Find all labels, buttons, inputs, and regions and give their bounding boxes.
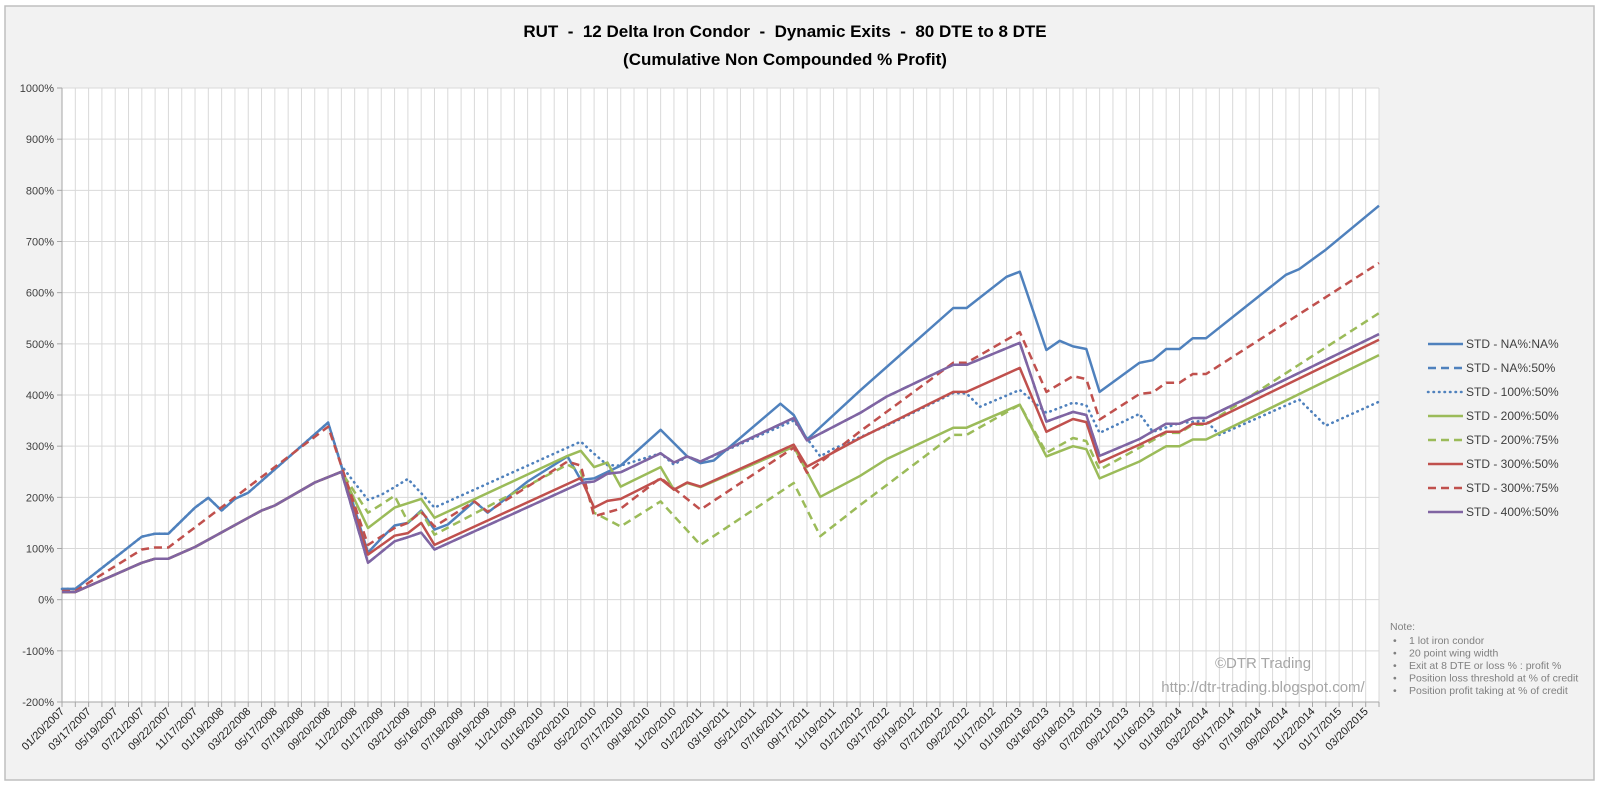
- legend-label: STD - NA%:50%: [1466, 361, 1556, 375]
- y-tick-label: -200%: [22, 697, 54, 709]
- y-tick-label: -100%: [22, 646, 54, 658]
- note-list: • 1 lot iron condor • 20 point wing width • E…: [1393, 635, 1578, 697]
- note-item: 20 point wing width: [1409, 648, 1498, 660]
- y-tick-label: 400%: [26, 390, 54, 402]
- legend-label: STD - 400%:50%: [1466, 505, 1559, 519]
- y-tick-label: 900%: [26, 134, 54, 146]
- y-tick-label: 700%: [26, 237, 54, 249]
- legend-label: STD - 200%:50%: [1466, 409, 1559, 423]
- legend-label: STD - 200%:75%: [1466, 433, 1559, 447]
- legend-item: STD - NA%:NA%: [1428, 337, 1559, 351]
- legend-item: STD - NA%:50%: [1428, 361, 1556, 375]
- y-tick-label: 100%: [26, 544, 54, 556]
- y-tick-label: 500%: [26, 339, 54, 351]
- series-group: [60, 204, 1381, 594]
- y-tick-label: 800%: [26, 185, 54, 197]
- y-tick-label: 0%: [38, 595, 54, 607]
- series-line-5: [62, 312, 1380, 594]
- legend-label: STD - 100%:50%: [1466, 385, 1559, 399]
- legend-item: STD - 200%:50%: [1428, 409, 1559, 423]
- bullet-icon: •: [1393, 648, 1397, 660]
- y-tick-label: 600%: [26, 288, 54, 300]
- legend-label: STD - 300%:75%: [1466, 481, 1559, 495]
- note-item: Exit at 8 DTE or loss % : profit %: [1409, 660, 1561, 672]
- legend: STD - NA%:NA% STD - NA%:50% STD - 100%:50%…: [1426, 337, 1559, 519]
- bullet-icon: •: [1393, 660, 1397, 672]
- bullet-icon: •: [1393, 673, 1397, 685]
- note-item: Position profit taking at % of credit: [1409, 685, 1568, 697]
- legend-label: STD - 300%:50%: [1466, 457, 1559, 471]
- legend-item: STD - 300%:75%: [1428, 481, 1559, 495]
- y-tick-label: 300%: [26, 441, 54, 453]
- note-box: Note: • 1 lot iron condor • 20 point wing w…: [1390, 621, 1578, 697]
- chart-title-line-2: (Cumulative Non Compounded % Profit): [623, 50, 947, 69]
- y-tick-label: 200%: [26, 492, 54, 504]
- watermark-url: http://dtr-trading.blogspot.com/: [1161, 679, 1365, 696]
- series-line-7: [62, 261, 1380, 593]
- legend-label: STD - NA%:NA%: [1466, 337, 1559, 351]
- legend-item: STD - 200%:75%: [1428, 433, 1559, 447]
- y-axis: 1000% 900% 800% 700% 600% 500% 400% 300% 200% 100…: [20, 83, 63, 709]
- bullet-icon: •: [1393, 635, 1397, 647]
- legend-item: STD - 100%:50%: [1426, 385, 1559, 399]
- legend-item: STD - 400%:50%: [1428, 505, 1559, 519]
- series-line-8: [62, 332, 1380, 594]
- note-heading: Note:: [1390, 621, 1415, 633]
- chart-title-line-1: RUT - 12 Delta Iron Condor - Dynamic Exi…: [523, 22, 1046, 41]
- note-item: Position loss threshold at % of credit: [1409, 673, 1578, 685]
- legend-item: STD - 300%:50%: [1428, 457, 1559, 471]
- y-tick-label: 1000%: [20, 83, 54, 95]
- watermark-copyright: ©DTR Trading: [1215, 655, 1311, 672]
- bullet-icon: •: [1393, 685, 1397, 697]
- note-item: 1 lot iron condor: [1409, 635, 1485, 647]
- series-line-1: [62, 204, 1380, 591]
